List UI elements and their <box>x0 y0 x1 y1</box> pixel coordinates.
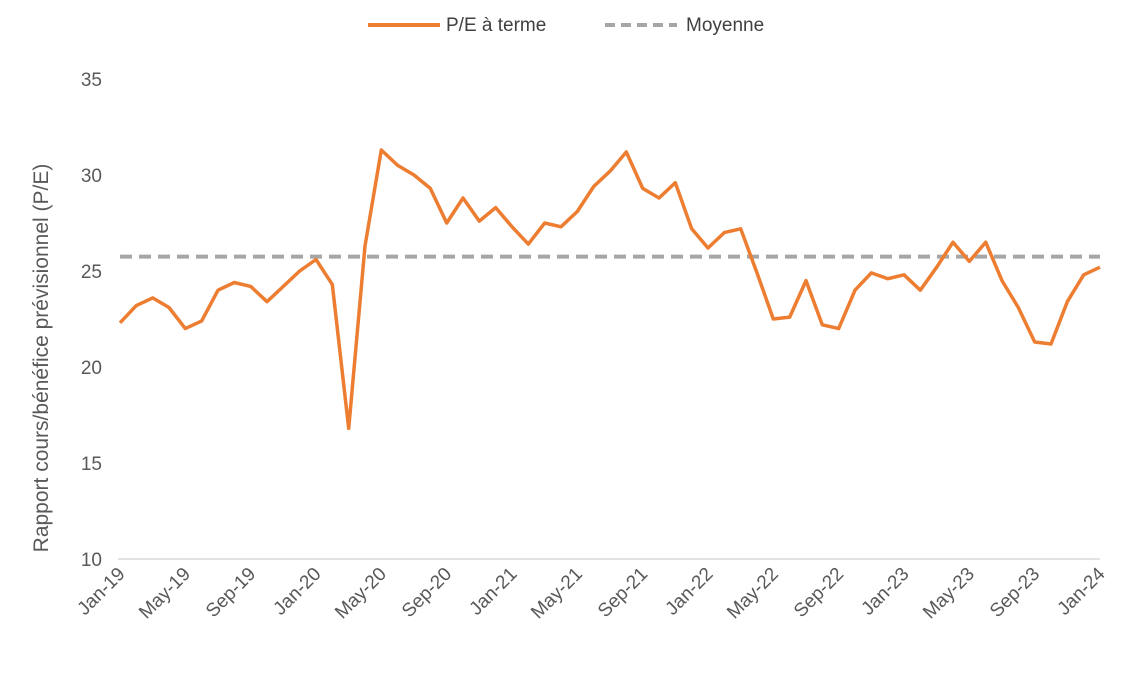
x-tick-label: Jan-22 <box>662 564 718 620</box>
x-tick-label: May-22 <box>723 564 783 624</box>
legend-label-pe: P/E à terme <box>446 15 546 36</box>
x-tick-label: Sep-20 <box>398 564 456 622</box>
y-tick-label: 25 <box>81 262 102 283</box>
x-tick-label: Jan-19 <box>74 564 130 620</box>
y-tick-label: 35 <box>81 70 102 91</box>
y-axis-title: Rapport cours/bénéfice prévisionnel (P/E… <box>30 164 53 553</box>
x-tick-label: Sep-22 <box>790 564 848 622</box>
x-tick-label: May-20 <box>331 564 391 624</box>
x-axis-ticks: Jan-19 May-19 Sep-19 Jan-20 May-20 Sep-20 Jan-… <box>74 563 1110 623</box>
x-tick-label: May-21 <box>527 564 587 624</box>
y-axis-ticks: 10 15 20 25 30 35 <box>81 70 102 571</box>
legend-label-moyenne: Moyenne <box>686 15 764 36</box>
x-tick-label: May-23 <box>919 564 979 624</box>
x-tick-label: Sep-19 <box>202 564 260 622</box>
x-tick-label: Jan-23 <box>858 564 914 620</box>
x-tick-label: May-19 <box>135 564 195 624</box>
y-tick-label: 20 <box>81 358 102 379</box>
legend: P/E à terme Moyenne <box>368 15 764 36</box>
x-tick-label: Jan-20 <box>270 564 326 620</box>
x-tick-label: Sep-21 <box>594 564 652 622</box>
pe-series-line <box>118 148 1101 431</box>
y-tick-label: 15 <box>81 454 102 475</box>
x-tick-label: Jan-21 <box>466 564 522 620</box>
x-tick-label: Sep-23 <box>986 564 1044 622</box>
y-tick-label: 30 <box>81 166 102 187</box>
x-tick-label: Jan-24 <box>1054 563 1110 619</box>
y-tick-label: 10 <box>81 550 102 571</box>
